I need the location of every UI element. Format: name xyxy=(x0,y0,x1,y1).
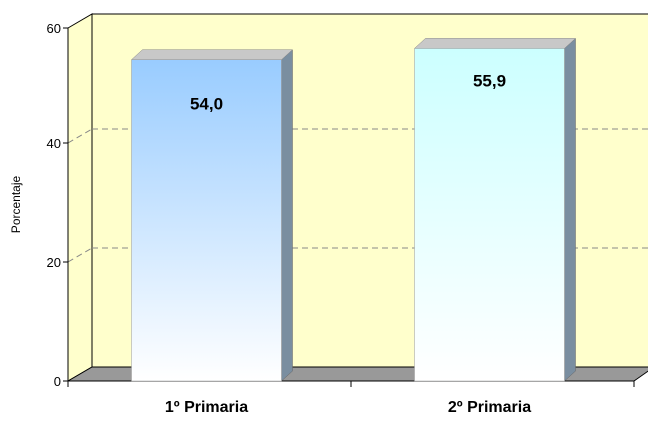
x-category-label: 1º Primaria xyxy=(165,399,248,416)
chart-side-wall xyxy=(67,13,93,382)
bars xyxy=(130,37,577,382)
bar-side-face xyxy=(564,37,576,382)
bar-data-label: 55,9 xyxy=(473,71,506,90)
bar xyxy=(131,59,282,382)
y-tick-label: 40 xyxy=(47,136,61,151)
y-axis-title: Porcentaje xyxy=(9,175,23,233)
x-category-label: 2º Primaria xyxy=(448,399,531,416)
data-labels: 54,0 55,9 xyxy=(190,71,506,113)
y-axis: 0 20 40 60 xyxy=(47,21,69,389)
x-axis: 1º Primaria 2º Primaria xyxy=(67,380,635,416)
bar-data-label: 54,0 xyxy=(190,95,223,114)
gridline-side xyxy=(67,128,93,144)
y-tick-label: 0 xyxy=(54,374,61,389)
gridline-side xyxy=(67,247,93,263)
bar xyxy=(414,48,565,382)
bar-side-face xyxy=(281,49,293,382)
bar-top-face xyxy=(130,49,294,60)
y-tick-label: 20 xyxy=(47,255,61,270)
y-tick-label: 60 xyxy=(47,21,61,36)
bar-top-face xyxy=(413,38,577,49)
